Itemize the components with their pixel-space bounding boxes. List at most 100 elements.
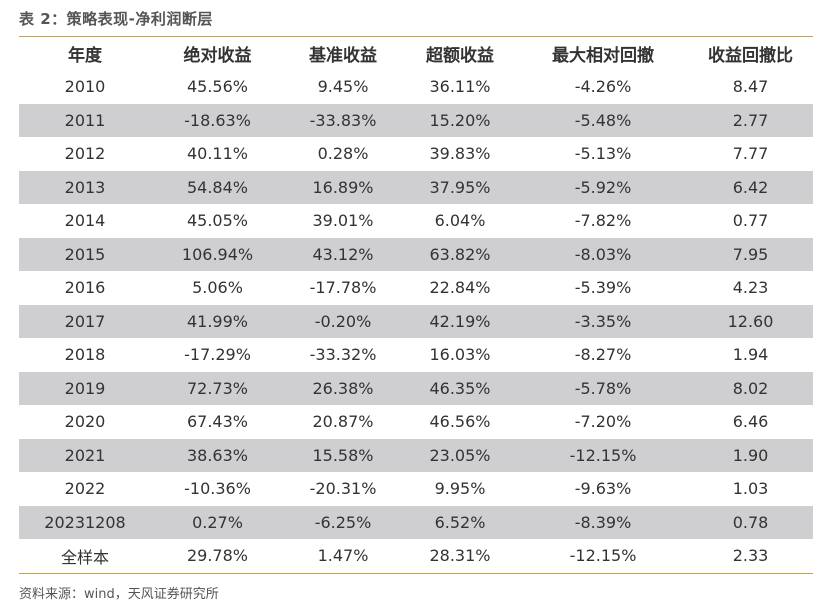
table-row: 2020 67.43% 20.87% 46.56% -7.20% 6.46	[19, 405, 813, 439]
table-body: 2010 45.56% 9.45% 36.11% -4.26% 8.47 2011 -18.6…	[19, 70, 813, 573]
cell-benchmark-return: -33.32%	[309, 345, 377, 365]
cell-year: 2012	[64, 144, 106, 164]
table-row: 2010 45.56% 9.45% 36.11% -4.26% 8.47	[19, 70, 813, 104]
cell-excess-return: 15.20%	[429, 110, 491, 130]
cell-benchmark-return: 20.87%	[312, 412, 374, 432]
cell-absolute-return: -10.36%	[184, 479, 251, 499]
header-cell-max-drawdown: 最大相对回撤	[552, 46, 654, 66]
cell-max-drawdown: -3.35%	[574, 311, 632, 331]
cell-excess-return: 22.84%	[429, 278, 491, 298]
cell-return-drawdown-ratio: 6.42	[732, 177, 769, 197]
cell-max-drawdown: -9.63%	[574, 479, 632, 499]
cell-excess-return: 28.31%	[429, 546, 491, 566]
table-row: 2018 -17.29% -33.32% 16.03% -8.27% 1.94	[19, 338, 813, 372]
cell-year: 2014	[64, 211, 106, 231]
cell-benchmark-return: 0.28%	[317, 144, 369, 164]
cell-return-drawdown-ratio: 1.03	[732, 479, 769, 499]
cell-return-drawdown-ratio: 2.33	[732, 546, 769, 566]
cell-max-drawdown: -5.78%	[574, 378, 632, 398]
cell-excess-return: 36.11%	[429, 77, 491, 97]
cell-benchmark-return: -33.83%	[309, 110, 377, 130]
cell-year: 2020	[64, 412, 106, 432]
cell-year: 全样本	[60, 547, 109, 567]
table-row: 2016 5.06% -17.78% 22.84% -5.39% 4.23	[19, 271, 813, 305]
table-row: 2021 38.63% 15.58% 23.05% -12.15% 1.90	[19, 438, 813, 472]
cell-return-drawdown-ratio: 7.77	[732, 144, 769, 164]
cell-return-drawdown-ratio: 8.02	[732, 378, 769, 398]
cell-benchmark-return: 1.47%	[317, 546, 369, 566]
cell-return-drawdown-ratio: 1.94	[732, 345, 769, 365]
cell-max-drawdown: -12.15%	[569, 546, 637, 566]
cell-benchmark-return: 43.12%	[312, 244, 374, 264]
cell-excess-return: 42.19%	[429, 311, 491, 331]
cell-absolute-return: 29.78%	[186, 546, 248, 566]
cell-return-drawdown-ratio: 0.78	[732, 512, 769, 532]
table-row: 2014 45.05% 39.01% 6.04% -7.82% 0.77	[19, 204, 813, 238]
cell-absolute-return: 45.05%	[186, 211, 248, 231]
table-title: 表 2：策略表现-净利润断层	[19, 10, 213, 28]
cell-absolute-return: 106.94%	[181, 244, 254, 264]
header-cell-year: 年度	[68, 46, 102, 66]
cell-excess-return: 46.35%	[429, 378, 491, 398]
cell-benchmark-return: -17.78%	[309, 278, 377, 298]
cell-excess-return: 46.56%	[429, 412, 491, 432]
cell-max-drawdown: -4.26%	[574, 77, 632, 97]
performance-table: 年度 绝对收益 基准收益 超额收益 最大相对回撤 收益回撤比 2010 45.56…	[19, 36, 813, 574]
table-row: 2012 40.11% 0.28% 39.83% -5.13% 7.77	[19, 137, 813, 171]
cell-return-drawdown-ratio: 2.77	[732, 110, 769, 130]
header-cell-absolute-return: 绝对收益	[183, 46, 252, 66]
source-note: 资料来源：wind，天风证券研究所	[19, 587, 219, 602]
cell-absolute-return: 38.63%	[186, 445, 248, 465]
cell-excess-return: 39.83%	[429, 144, 491, 164]
cell-year: 2021	[64, 445, 106, 465]
table-row: 2013 54.84% 16.89% 37.95% -5.92% 6.42	[19, 170, 813, 204]
cell-year: 20231208	[44, 512, 126, 532]
cell-absolute-return: 0.27%	[192, 512, 243, 532]
cell-return-drawdown-ratio: 0.77	[732, 211, 769, 231]
cell-return-drawdown-ratio: 4.23	[732, 278, 769, 298]
cell-absolute-return: -18.63%	[184, 110, 251, 130]
table-row: 2017 41.99% -0.20% 42.19% -3.35% 12.60	[19, 304, 813, 338]
cell-return-drawdown-ratio: 7.95	[732, 244, 769, 264]
cell-max-drawdown: -7.20%	[574, 412, 632, 432]
cell-excess-return: 9.95%	[434, 479, 486, 499]
cell-year: 2018	[64, 345, 106, 365]
cell-excess-return: 6.04%	[434, 211, 486, 231]
cell-max-drawdown: -5.13%	[574, 144, 632, 164]
cell-absolute-return: 40.11%	[186, 144, 248, 164]
cell-max-drawdown: -5.48%	[574, 110, 632, 130]
table-row: 2011 -18.63% -33.83% 15.20% -5.48% 2.77	[19, 103, 813, 137]
cell-max-drawdown: -5.39%	[574, 278, 632, 298]
cell-return-drawdown-ratio: 8.47	[732, 77, 769, 97]
cell-excess-return: 6.52%	[434, 512, 486, 532]
cell-benchmark-return: -6.25%	[314, 512, 372, 532]
cell-absolute-return: 41.99%	[186, 311, 248, 331]
cell-benchmark-return: -0.20%	[314, 311, 372, 331]
cell-excess-return: 37.95%	[429, 177, 491, 197]
header-cell-benchmark-return: 基准收益	[309, 46, 377, 66]
cell-absolute-return: 5.06%	[192, 278, 243, 298]
cell-absolute-return: 45.56%	[186, 77, 248, 97]
cell-max-drawdown: -8.03%	[574, 244, 632, 264]
cell-return-drawdown-ratio: 6.46	[732, 412, 769, 432]
cell-absolute-return: 54.84%	[186, 177, 248, 197]
cell-year: 2019	[64, 378, 106, 398]
cell-excess-return: 16.03%	[429, 345, 491, 365]
cell-benchmark-return: 16.89%	[312, 177, 374, 197]
cell-max-drawdown: -5.92%	[574, 177, 632, 197]
table-row: 2019 72.73% 26.38% 46.35% -5.78% 8.02	[19, 371, 813, 405]
table-row: 全样本 29.78% 1.47% 28.31% -12.15% 2.33	[19, 539, 813, 573]
cell-max-drawdown: -12.15%	[569, 445, 637, 465]
cell-absolute-return: 72.73%	[186, 378, 248, 398]
header-cell-return-drawdown-ratio: 收益回撤比	[708, 46, 793, 66]
cell-excess-return: 23.05%	[429, 445, 491, 465]
cell-year: 2011	[64, 110, 106, 130]
cell-year: 2016	[64, 278, 106, 298]
table-row: 2015 106.94% 43.12% 63.82% -8.03% 7.95	[19, 237, 813, 271]
cell-benchmark-return: 26.38%	[312, 378, 374, 398]
cell-absolute-return: -17.29%	[184, 345, 251, 365]
cell-benchmark-return: -20.31%	[309, 479, 377, 499]
table-row: 20231208 0.27% -6.25% 6.52% -8.39% 0.78	[19, 505, 813, 539]
cell-absolute-return: 67.43%	[186, 412, 248, 432]
cell-return-drawdown-ratio: 12.60	[727, 311, 774, 331]
